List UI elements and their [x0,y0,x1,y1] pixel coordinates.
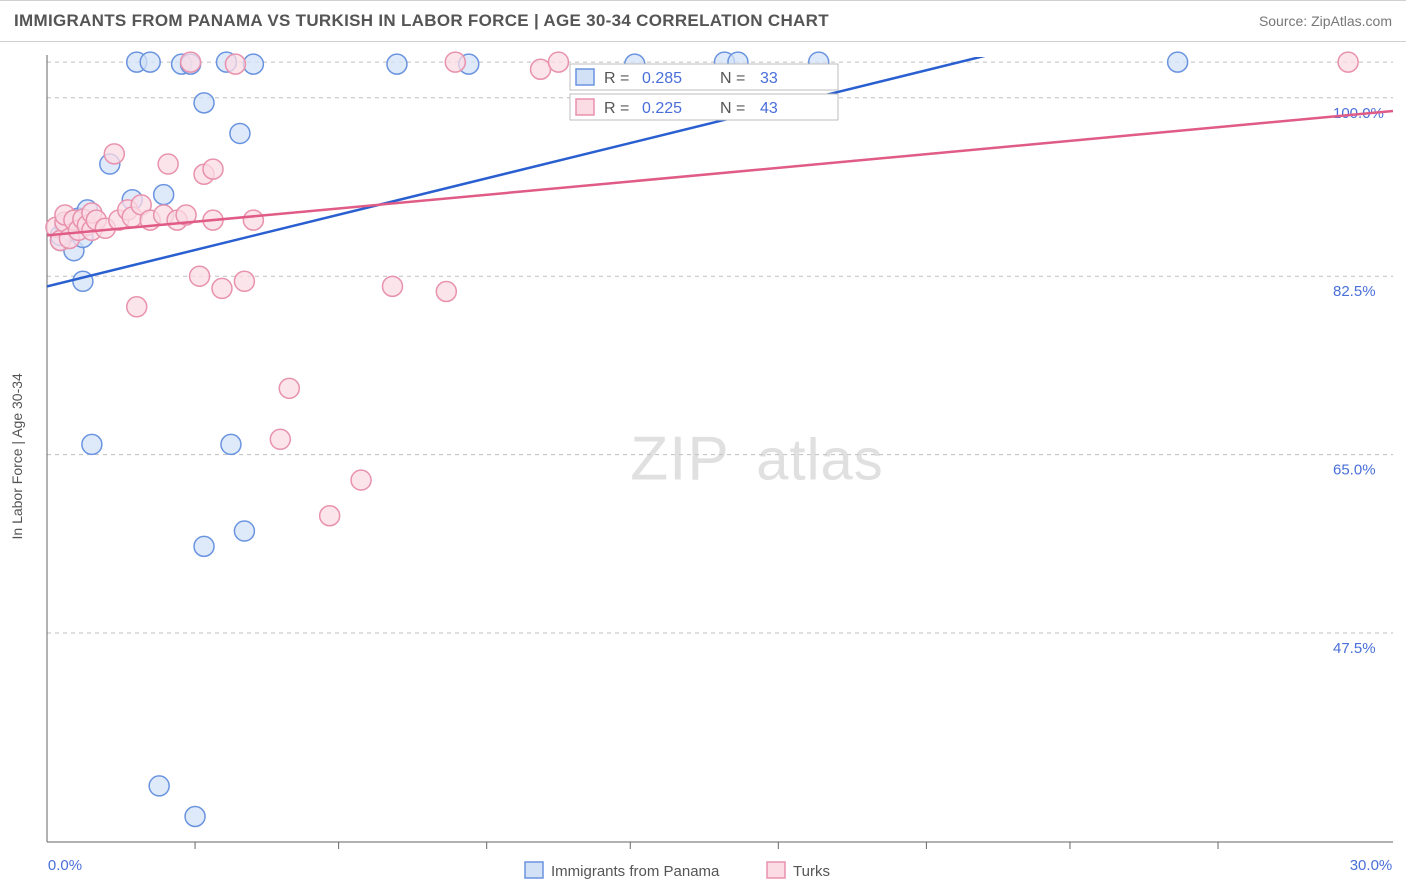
svg-text:Immigrants from Panama: Immigrants from Panama [551,863,720,880]
svg-text:30.0%: 30.0% [1350,857,1393,874]
svg-text:43: 43 [760,100,778,117]
chart-area: 0.0%30.0%47.5%65.0%82.5%100.0%In Labor F… [0,42,1406,892]
svg-text:In Labor Force | Age 30-34: In Labor Force | Age 30-34 [9,373,25,540]
scatter-chart: 0.0%30.0%47.5%65.0%82.5%100.0%In Labor F… [0,42,1406,892]
svg-text:47.5%: 47.5% [1333,640,1376,657]
svg-text:65.0%: 65.0% [1333,462,1376,479]
svg-text:R =: R = [604,70,629,87]
svg-text:0.285: 0.285 [642,70,682,87]
svg-text:ZIP: ZIP [630,425,729,494]
svg-text:0.225: 0.225 [642,100,682,117]
source-label: Source: ZipAtlas.com [1259,13,1392,29]
svg-text:82.5%: 82.5% [1333,283,1376,300]
svg-text:33: 33 [760,70,778,87]
svg-text:R =: R = [604,100,629,117]
svg-text:N =: N = [720,70,745,87]
title-bar: IMMIGRANTS FROM PANAMA VS TURKISH IN LAB… [0,0,1406,42]
svg-text:N =: N = [720,100,745,117]
svg-text:Turks: Turks [793,863,830,880]
chart-title: IMMIGRANTS FROM PANAMA VS TURKISH IN LAB… [14,11,829,31]
svg-text:0.0%: 0.0% [48,857,82,874]
svg-text:atlas: atlas [756,428,884,493]
